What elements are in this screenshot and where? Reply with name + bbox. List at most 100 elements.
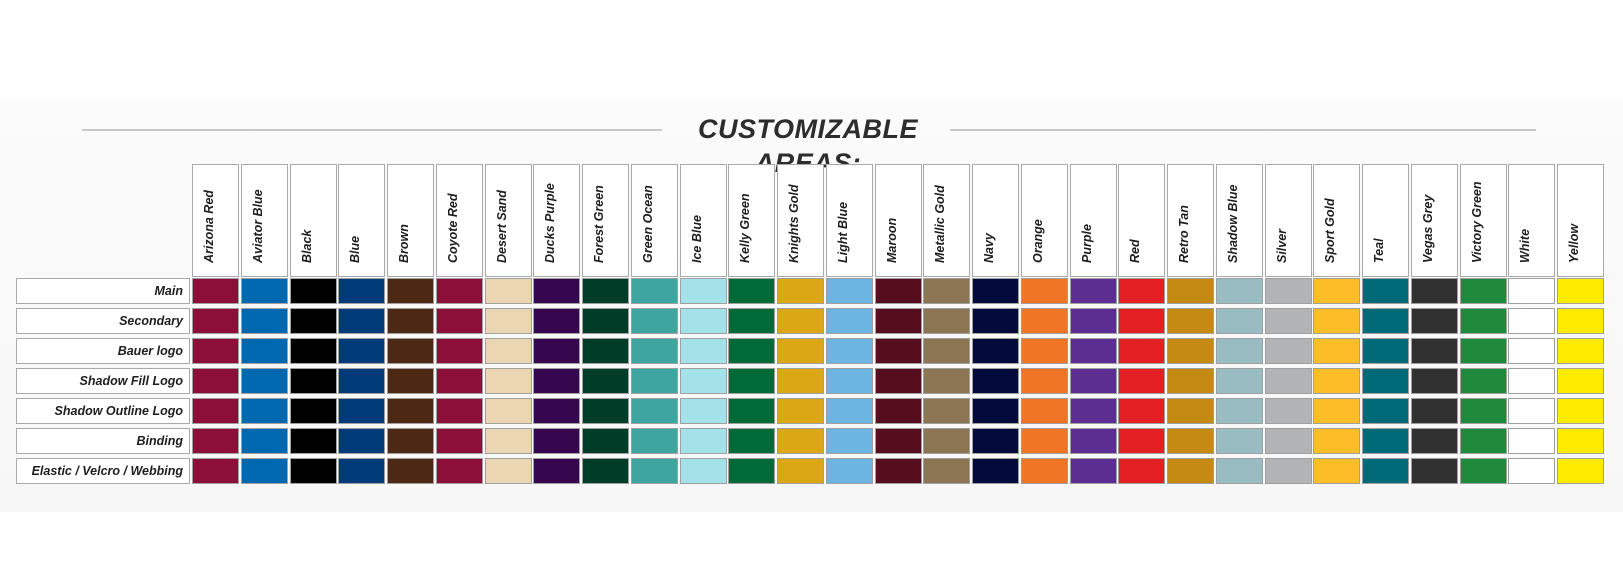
color-swatch[interactable] — [1070, 398, 1117, 424]
color-swatch[interactable] — [1167, 338, 1214, 364]
color-swatch[interactable] — [777, 278, 824, 304]
color-swatch[interactable] — [826, 338, 873, 364]
color-swatch[interactable] — [680, 428, 727, 454]
color-swatch[interactable] — [387, 308, 434, 334]
color-swatch[interactable] — [1021, 338, 1068, 364]
color-swatch[interactable] — [1508, 308, 1555, 334]
color-swatch[interactable] — [1167, 398, 1214, 424]
color-swatch[interactable] — [875, 398, 922, 424]
color-swatch[interactable] — [972, 428, 1019, 454]
color-swatch[interactable] — [728, 278, 775, 304]
color-swatch[interactable] — [1411, 398, 1458, 424]
color-swatch[interactable] — [923, 278, 970, 304]
color-swatch[interactable] — [1216, 368, 1263, 394]
color-swatch[interactable] — [533, 308, 580, 334]
color-swatch[interactable] — [485, 428, 532, 454]
color-swatch[interactable] — [485, 308, 532, 334]
color-swatch[interactable] — [1021, 458, 1068, 484]
color-swatch[interactable] — [241, 428, 288, 454]
color-swatch[interactable] — [1508, 368, 1555, 394]
color-swatch[interactable] — [1265, 458, 1312, 484]
color-swatch[interactable] — [533, 338, 580, 364]
color-swatch[interactable] — [436, 428, 483, 454]
color-swatch[interactable] — [1313, 278, 1360, 304]
color-swatch[interactable] — [290, 428, 337, 454]
color-swatch[interactable] — [923, 308, 970, 334]
color-swatch[interactable] — [1118, 428, 1165, 454]
color-swatch[interactable] — [631, 338, 678, 364]
color-swatch[interactable] — [1021, 428, 1068, 454]
color-swatch[interactable] — [875, 368, 922, 394]
color-swatch[interactable] — [241, 338, 288, 364]
color-swatch[interactable] — [1265, 368, 1312, 394]
color-swatch[interactable] — [582, 338, 629, 364]
color-swatch[interactable] — [192, 458, 239, 484]
color-swatch[interactable] — [826, 368, 873, 394]
color-swatch[interactable] — [972, 458, 1019, 484]
color-swatch[interactable] — [1216, 338, 1263, 364]
color-swatch[interactable] — [728, 458, 775, 484]
color-swatch[interactable] — [1313, 368, 1360, 394]
color-swatch[interactable] — [241, 308, 288, 334]
color-swatch[interactable] — [1362, 398, 1409, 424]
color-swatch[interactable] — [923, 458, 970, 484]
color-swatch[interactable] — [436, 368, 483, 394]
color-swatch[interactable] — [1118, 338, 1165, 364]
color-swatch[interactable] — [1216, 308, 1263, 334]
color-swatch[interactable] — [875, 338, 922, 364]
color-swatch[interactable] — [241, 278, 288, 304]
color-swatch[interactable] — [1313, 458, 1360, 484]
color-swatch[interactable] — [680, 308, 727, 334]
color-swatch[interactable] — [777, 368, 824, 394]
color-swatch[interactable] — [826, 458, 873, 484]
color-swatch[interactable] — [290, 308, 337, 334]
color-swatch[interactable] — [1070, 278, 1117, 304]
color-swatch[interactable] — [1265, 398, 1312, 424]
color-swatch[interactable] — [192, 278, 239, 304]
color-swatch[interactable] — [875, 458, 922, 484]
color-swatch[interactable] — [1557, 308, 1604, 334]
color-swatch[interactable] — [631, 428, 678, 454]
color-swatch[interactable] — [728, 308, 775, 334]
color-swatch[interactable] — [1557, 368, 1604, 394]
color-swatch[interactable] — [1557, 458, 1604, 484]
color-swatch[interactable] — [1362, 338, 1409, 364]
color-swatch[interactable] — [1167, 278, 1214, 304]
color-swatch[interactable] — [1460, 428, 1507, 454]
color-swatch[interactable] — [436, 458, 483, 484]
color-swatch[interactable] — [1265, 338, 1312, 364]
color-swatch[interactable] — [1411, 278, 1458, 304]
color-swatch[interactable] — [631, 368, 678, 394]
color-swatch[interactable] — [1216, 458, 1263, 484]
color-swatch[interactable] — [631, 398, 678, 424]
color-swatch[interactable] — [1411, 368, 1458, 394]
color-swatch[interactable] — [777, 338, 824, 364]
color-swatch[interactable] — [1118, 398, 1165, 424]
color-swatch[interactable] — [777, 308, 824, 334]
color-swatch[interactable] — [1362, 368, 1409, 394]
color-swatch[interactable] — [875, 308, 922, 334]
color-swatch[interactable] — [582, 458, 629, 484]
color-swatch[interactable] — [826, 308, 873, 334]
color-swatch[interactable] — [728, 368, 775, 394]
color-swatch[interactable] — [680, 398, 727, 424]
color-swatch[interactable] — [923, 398, 970, 424]
color-swatch[interactable] — [436, 398, 483, 424]
color-swatch[interactable] — [338, 428, 385, 454]
color-swatch[interactable] — [338, 398, 385, 424]
color-swatch[interactable] — [923, 368, 970, 394]
color-swatch[interactable] — [192, 398, 239, 424]
color-swatch[interactable] — [192, 428, 239, 454]
color-swatch[interactable] — [728, 338, 775, 364]
color-swatch[interactable] — [1070, 308, 1117, 334]
color-swatch[interactable] — [1411, 458, 1458, 484]
color-swatch[interactable] — [826, 428, 873, 454]
color-swatch[interactable] — [875, 428, 922, 454]
color-swatch[interactable] — [1070, 338, 1117, 364]
color-swatch[interactable] — [1508, 278, 1555, 304]
color-swatch[interactable] — [1021, 368, 1068, 394]
color-swatch[interactable] — [1118, 308, 1165, 334]
color-swatch[interactable] — [1411, 428, 1458, 454]
color-swatch[interactable] — [923, 428, 970, 454]
color-swatch[interactable] — [1167, 308, 1214, 334]
